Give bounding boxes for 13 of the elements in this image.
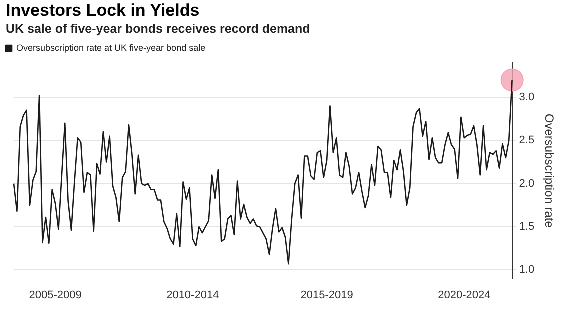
y-axis-title: Oversubscription rate <box>542 114 556 228</box>
y-tick-label: 2.5 <box>519 134 535 147</box>
x-tick-label: 2005-2009 <box>29 289 82 302</box>
y-tick-label: 1.5 <box>519 221 535 234</box>
y-tick-label: 2.0 <box>519 178 535 190</box>
y-tick-label: 1.0 <box>519 264 535 276</box>
chart-title: Investors Lock in Yields <box>6 1 200 21</box>
x-tick-label: 2010-2014 <box>166 289 220 302</box>
chart-subtitle: UK sale of five-year bonds receives record demand <box>6 22 310 36</box>
x-tick-label: 2020-2024 <box>438 289 491 302</box>
x-tick-label: 2015-2019 <box>300 289 354 302</box>
y-tick-label: 3.0 <box>519 92 535 104</box>
legend-label: Oversubscription rate at UK five-year bond sale <box>16 42 206 53</box>
